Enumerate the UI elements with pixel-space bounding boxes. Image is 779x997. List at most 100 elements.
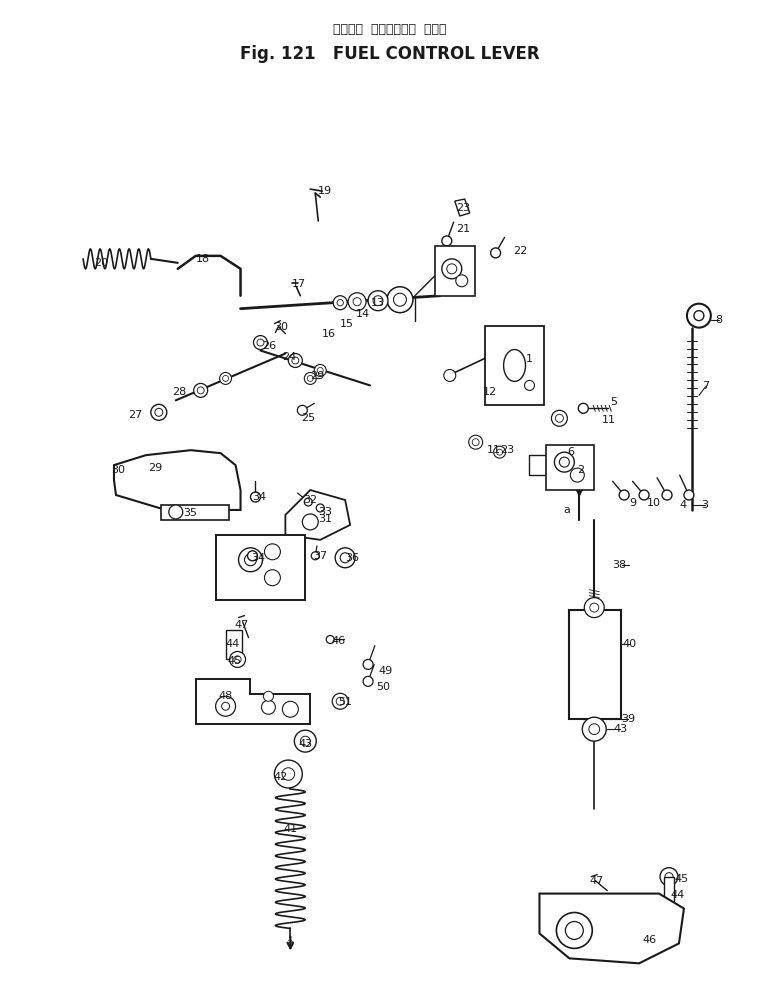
Circle shape <box>197 387 204 394</box>
Text: 14: 14 <box>356 309 370 319</box>
Circle shape <box>387 287 413 313</box>
Polygon shape <box>114 451 241 509</box>
Circle shape <box>234 656 241 663</box>
Polygon shape <box>455 199 470 216</box>
Circle shape <box>555 453 574 473</box>
Circle shape <box>251 493 260 501</box>
Circle shape <box>442 236 452 246</box>
Circle shape <box>353 298 361 306</box>
Polygon shape <box>485 326 545 406</box>
Circle shape <box>590 603 599 612</box>
Text: 2: 2 <box>576 466 584 476</box>
Text: Fig. 121   FUEL CONTROL LEVER: Fig. 121 FUEL CONTROL LEVER <box>240 45 539 63</box>
Circle shape <box>639 491 649 499</box>
Circle shape <box>694 311 704 321</box>
Text: 39: 39 <box>621 714 635 724</box>
Text: 36: 36 <box>345 552 359 562</box>
Circle shape <box>274 760 302 788</box>
Circle shape <box>312 551 319 559</box>
Circle shape <box>333 296 347 310</box>
Text: 12: 12 <box>482 388 497 398</box>
Text: 37: 37 <box>313 550 327 560</box>
Polygon shape <box>546 446 594 491</box>
Circle shape <box>140 463 152 475</box>
Circle shape <box>257 339 264 346</box>
Text: a: a <box>563 504 569 515</box>
Circle shape <box>223 376 228 382</box>
Text: 15: 15 <box>340 319 354 329</box>
Text: 32: 32 <box>303 495 317 505</box>
Text: 7: 7 <box>703 382 710 392</box>
Circle shape <box>469 436 483 450</box>
Circle shape <box>456 275 467 287</box>
Circle shape <box>220 373 231 385</box>
Circle shape <box>288 354 302 368</box>
Text: 45: 45 <box>675 873 689 883</box>
Bar <box>226 629 241 659</box>
Bar <box>664 876 674 904</box>
Polygon shape <box>435 246 474 296</box>
Text: 25: 25 <box>301 414 315 424</box>
Text: 23: 23 <box>501 446 515 456</box>
Text: 42: 42 <box>273 772 287 782</box>
Text: 10: 10 <box>647 498 661 508</box>
Circle shape <box>583 717 606 741</box>
Polygon shape <box>216 534 305 599</box>
Text: 11: 11 <box>487 446 501 456</box>
Circle shape <box>245 553 256 565</box>
Circle shape <box>194 384 208 398</box>
Circle shape <box>665 872 673 880</box>
Text: 23: 23 <box>456 203 470 213</box>
Circle shape <box>335 547 355 567</box>
Text: 41: 41 <box>284 824 298 833</box>
Text: 27: 27 <box>128 411 142 421</box>
Circle shape <box>301 736 310 746</box>
Text: 6: 6 <box>567 448 574 458</box>
Circle shape <box>305 373 316 385</box>
Circle shape <box>442 259 462 279</box>
Circle shape <box>302 513 319 529</box>
Circle shape <box>317 368 323 374</box>
Circle shape <box>337 299 344 306</box>
Text: 43: 43 <box>298 739 312 749</box>
Circle shape <box>253 336 267 350</box>
Circle shape <box>524 381 534 391</box>
Circle shape <box>263 691 273 701</box>
Text: 28: 28 <box>171 388 186 398</box>
Circle shape <box>307 376 313 382</box>
Text: 20: 20 <box>94 258 108 268</box>
Text: 29: 29 <box>148 464 162 474</box>
Circle shape <box>363 659 373 669</box>
Circle shape <box>282 701 298 717</box>
Circle shape <box>326 635 334 643</box>
Circle shape <box>555 415 563 423</box>
Circle shape <box>684 491 694 499</box>
Circle shape <box>169 504 183 518</box>
Circle shape <box>262 700 276 714</box>
Text: 18: 18 <box>196 254 210 264</box>
Text: 46: 46 <box>642 935 656 945</box>
Text: 51: 51 <box>338 697 352 707</box>
Circle shape <box>282 768 294 781</box>
Circle shape <box>619 491 629 499</box>
Circle shape <box>570 469 584 483</box>
Circle shape <box>294 730 316 752</box>
Circle shape <box>298 406 307 416</box>
Text: a: a <box>286 938 293 948</box>
Text: 16: 16 <box>323 329 337 339</box>
Text: 11: 11 <box>602 416 616 426</box>
Text: 44: 44 <box>225 639 240 649</box>
Text: 22: 22 <box>513 246 527 256</box>
Text: 19: 19 <box>318 186 333 196</box>
Circle shape <box>634 933 644 943</box>
Polygon shape <box>285 491 350 539</box>
Circle shape <box>363 676 373 686</box>
Circle shape <box>248 550 258 560</box>
Circle shape <box>143 466 149 472</box>
Text: 31: 31 <box>319 513 332 524</box>
Circle shape <box>472 439 479 446</box>
Text: 34: 34 <box>252 492 266 502</box>
Polygon shape <box>569 609 621 719</box>
Circle shape <box>447 264 456 274</box>
Circle shape <box>332 693 348 709</box>
